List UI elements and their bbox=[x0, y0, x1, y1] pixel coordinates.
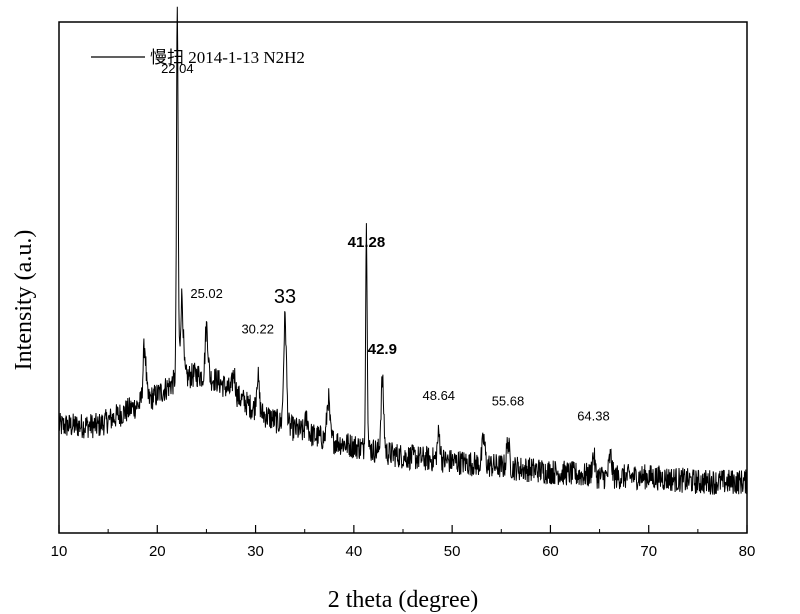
peak-label: 25.02 bbox=[190, 286, 223, 301]
legend-label: 慢扫 2014-1-13 N2H2 bbox=[150, 47, 305, 67]
series-line bbox=[58, 6, 748, 495]
peak-label: 42.9 bbox=[368, 341, 397, 358]
x-tick-label: 20 bbox=[149, 543, 166, 560]
x-tick-label: 60 bbox=[542, 543, 559, 560]
peak-label: 48.64 bbox=[423, 388, 456, 403]
x-axis-title: 2 theta (degree) bbox=[328, 587, 479, 613]
legend: 慢扫 2014-1-13 N2H2 bbox=[91, 47, 305, 67]
y-axis-title: Intensity (a.u.) bbox=[11, 230, 37, 371]
x-tick-label: 10 bbox=[51, 543, 68, 560]
peak-label: 33 bbox=[274, 286, 296, 308]
x-tick-label: 80 bbox=[739, 543, 756, 560]
x-tick-label: 30 bbox=[247, 543, 264, 560]
plot-frame bbox=[58, 21, 748, 534]
peak-label: 22.04 bbox=[161, 61, 194, 76]
axis-ticks bbox=[58, 525, 748, 533]
x-tick-label: 40 bbox=[346, 543, 363, 560]
peak-label: 55.68 bbox=[492, 393, 525, 408]
peak-label: 30.22 bbox=[241, 322, 274, 337]
x-tick-label: 70 bbox=[640, 543, 657, 560]
peak-label: 64.38 bbox=[577, 409, 610, 424]
peak-label: 41.28 bbox=[348, 234, 386, 251]
x-tick-label: 50 bbox=[444, 543, 461, 560]
x-tick-labels: 10 20 30 40 50 60 70 80 bbox=[51, 543, 756, 560]
